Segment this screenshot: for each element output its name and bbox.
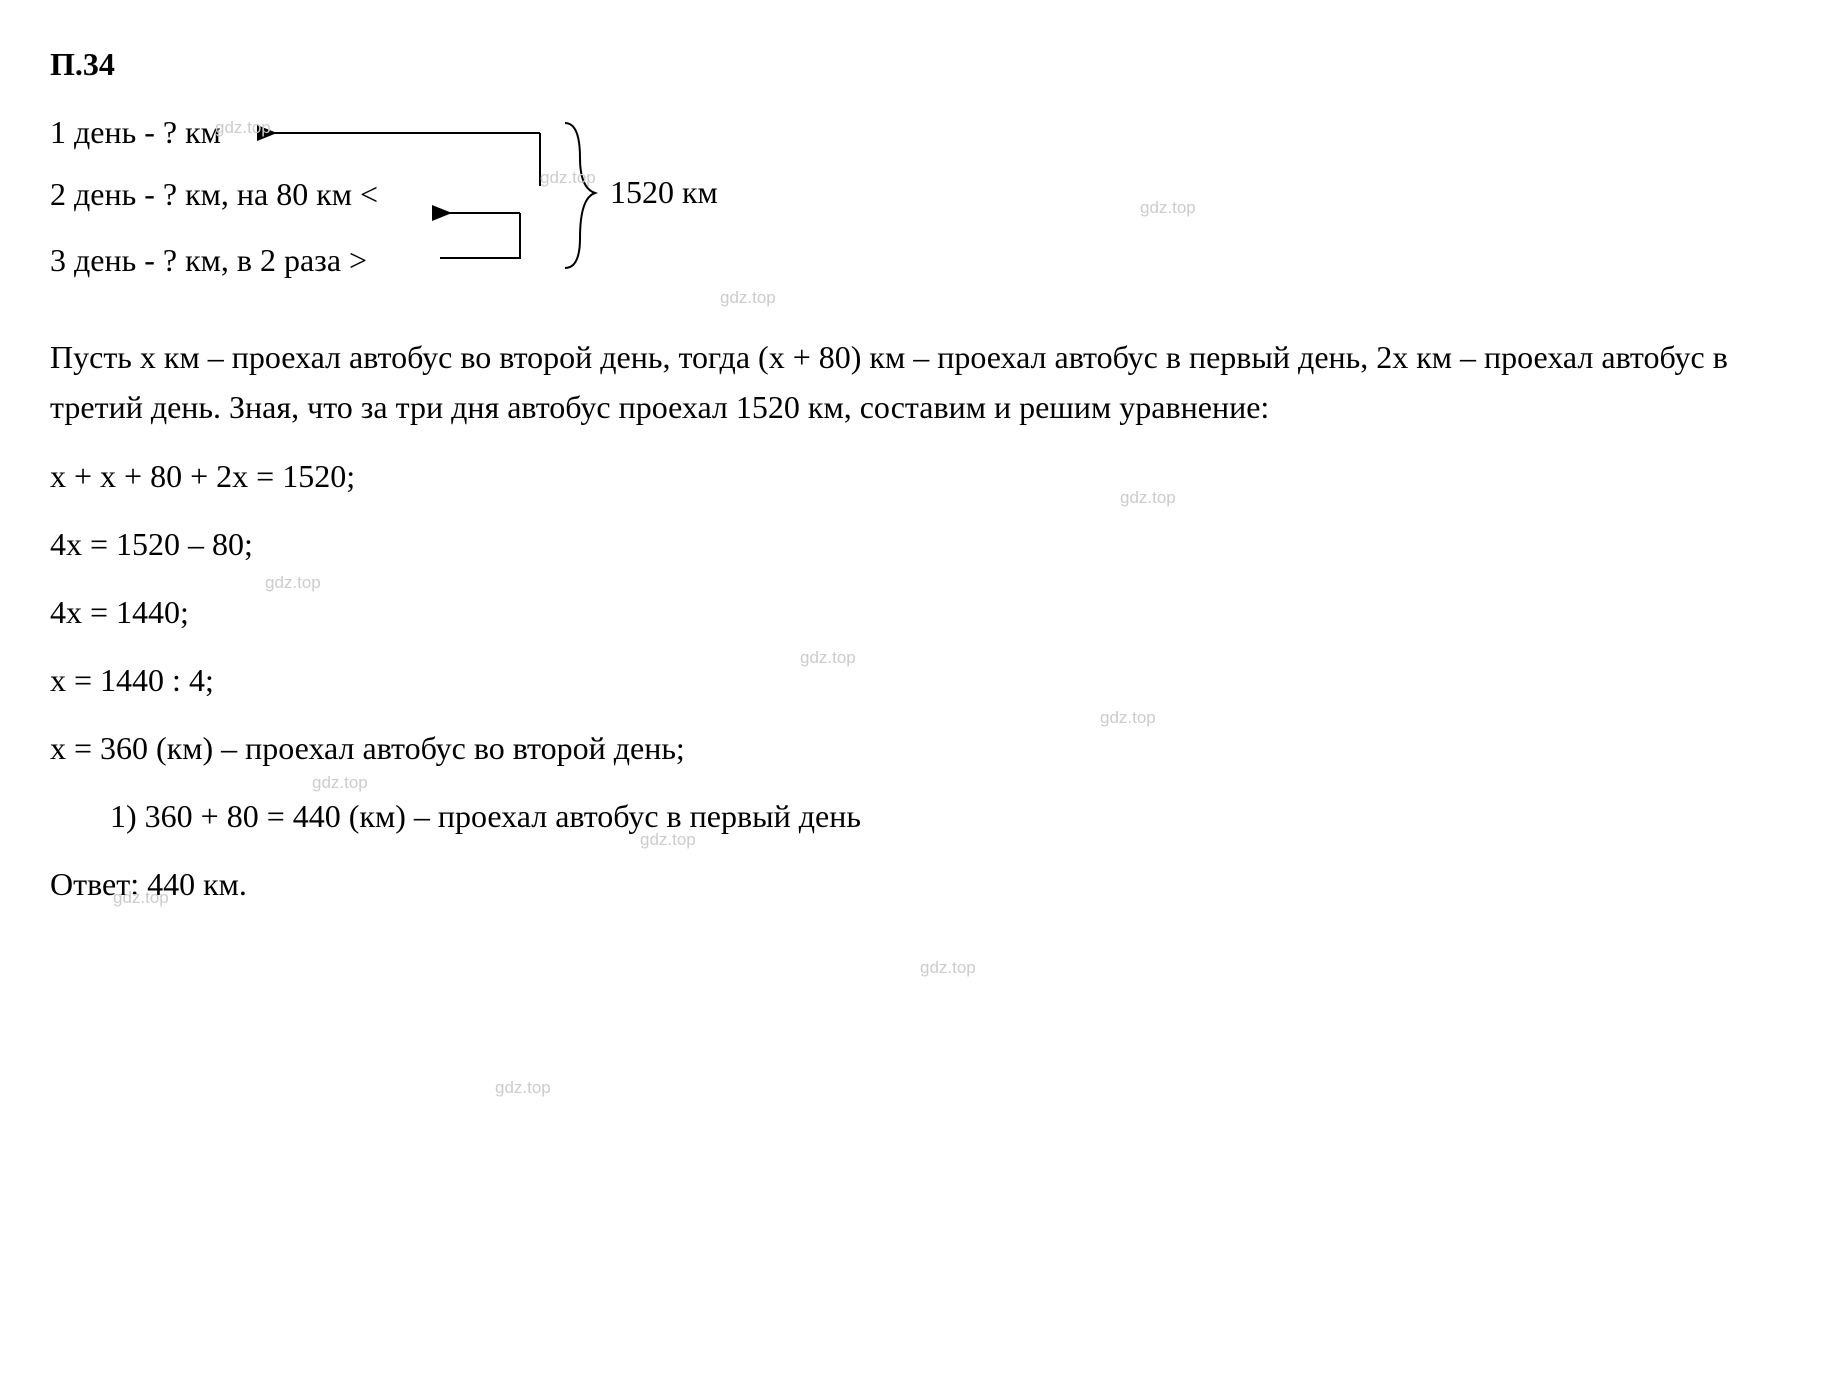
step-1: 1) 360 + 80 = 440 (км) – проехал автобус… [110, 792, 1787, 840]
final-answer: Ответ: 440 км. [50, 860, 1787, 908]
problem-title: П.34 [50, 40, 1787, 88]
equation-1: x + x + 80 + 2x = 1520; [50, 452, 1787, 500]
document-container: П.34 1 день - ? км 2 день - ? км, на 80 … [50, 40, 1787, 908]
problem-paragraph: Пусть x км – проехал автобус во второй д… [50, 333, 1787, 432]
diagram-row-3: 3 день - ? км, в 2 раза > [50, 236, 367, 284]
watermark-text: gdz.top [920, 955, 976, 981]
equation-4: x = 1440 : 4; [50, 656, 1787, 704]
watermark-text: gdz.top [495, 1075, 551, 1101]
equation-2: 4x = 1520 – 80; [50, 520, 1787, 568]
diagram-row-1: 1 день - ? км [50, 108, 221, 156]
equation-5: x = 360 (км) – проехал автобус во второй… [50, 724, 1787, 772]
diagram-total: 1520 км [610, 168, 718, 216]
diagram-row-2: 2 день - ? км, на 80 км < [50, 170, 378, 218]
equation-3: 4x = 1440; [50, 588, 1787, 636]
problem-diagram: 1 день - ? км 2 день - ? км, на 80 км < … [50, 108, 1787, 308]
